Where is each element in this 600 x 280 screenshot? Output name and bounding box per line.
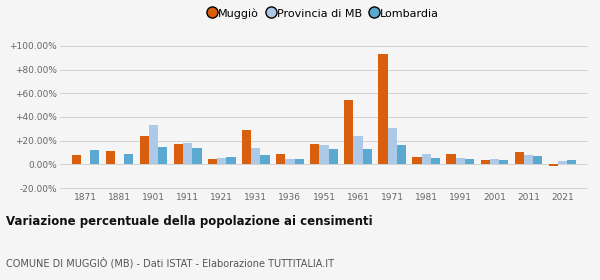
Bar bbox=[149, 125, 158, 164]
Bar bbox=[106, 151, 115, 164]
Bar bbox=[499, 160, 508, 164]
Bar bbox=[260, 155, 269, 164]
Bar bbox=[524, 155, 533, 164]
Bar bbox=[490, 159, 499, 164]
Bar bbox=[412, 157, 422, 164]
Bar bbox=[558, 161, 567, 164]
Bar bbox=[251, 148, 260, 164]
Bar bbox=[455, 158, 465, 164]
Legend: Muggiò, Provincia di MB, Lombardia: Muggiò, Provincia di MB, Lombardia bbox=[209, 8, 439, 19]
Bar bbox=[431, 158, 440, 164]
Bar bbox=[533, 156, 542, 164]
Bar bbox=[548, 164, 558, 165]
Bar bbox=[310, 144, 319, 164]
Bar bbox=[242, 130, 251, 164]
Bar bbox=[567, 160, 576, 164]
Bar bbox=[174, 144, 183, 164]
Bar bbox=[124, 154, 133, 164]
Bar bbox=[319, 145, 329, 164]
Bar bbox=[362, 149, 372, 164]
Bar bbox=[276, 154, 286, 164]
Bar bbox=[193, 148, 202, 164]
Bar bbox=[344, 100, 353, 164]
Text: COMUNE DI MUGGIÒ (MB) - Dati ISTAT - Elaborazione TUTTITALIA.IT: COMUNE DI MUGGIÒ (MB) - Dati ISTAT - Ela… bbox=[6, 257, 334, 269]
Bar bbox=[329, 149, 338, 164]
Bar bbox=[226, 157, 236, 164]
Bar bbox=[481, 160, 490, 164]
Bar bbox=[295, 159, 304, 164]
Bar bbox=[286, 159, 295, 164]
Bar bbox=[515, 153, 524, 164]
Bar bbox=[465, 159, 474, 164]
Bar bbox=[422, 154, 431, 164]
Bar bbox=[397, 145, 406, 164]
Text: Variazione percentuale della popolazione ai censimenti: Variazione percentuale della popolazione… bbox=[6, 215, 373, 228]
Bar bbox=[140, 136, 149, 164]
Bar bbox=[353, 136, 362, 164]
Bar bbox=[183, 143, 193, 164]
Bar bbox=[388, 128, 397, 164]
Bar bbox=[217, 158, 226, 164]
Bar bbox=[158, 146, 167, 164]
Bar bbox=[446, 154, 455, 164]
Bar bbox=[208, 159, 217, 164]
Bar bbox=[72, 155, 81, 164]
Bar bbox=[379, 54, 388, 164]
Bar bbox=[90, 150, 100, 164]
